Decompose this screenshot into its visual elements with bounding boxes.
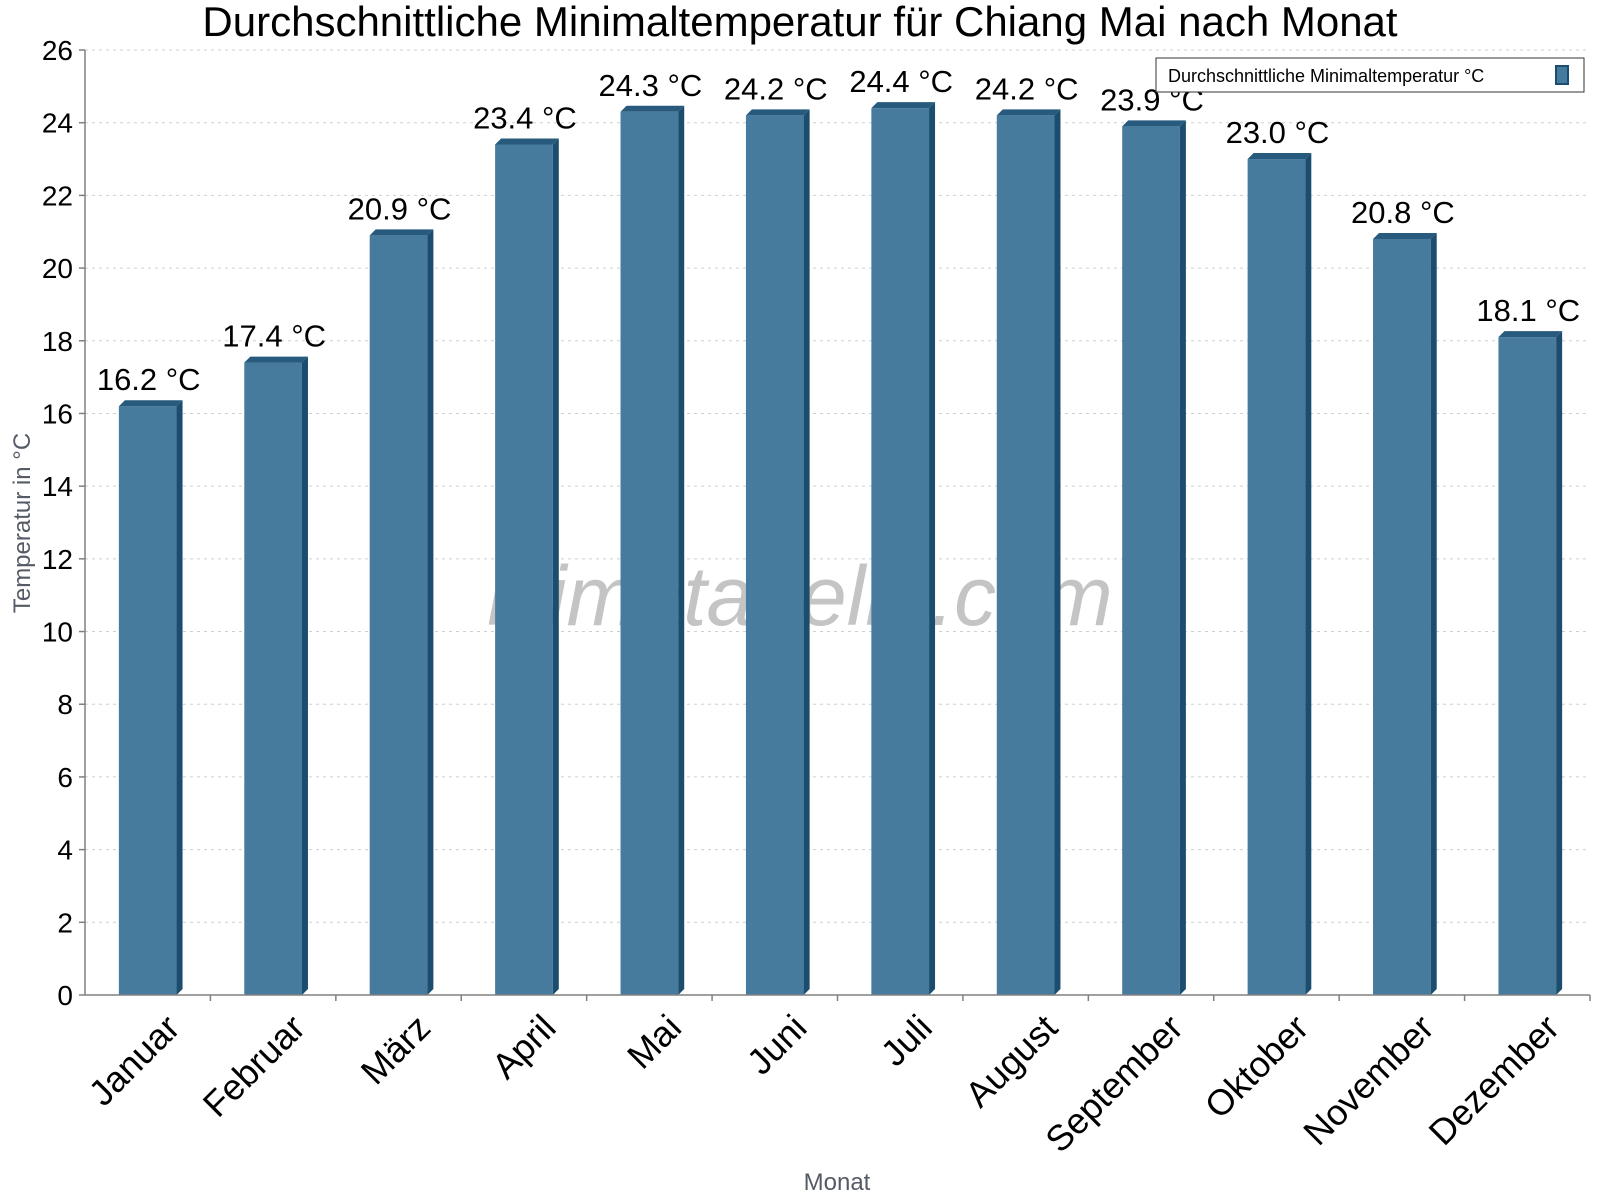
bar-face: [1498, 337, 1557, 995]
bar: [1247, 153, 1312, 996]
bar-side: [1556, 331, 1563, 995]
y-tick-label: 16: [42, 398, 73, 429]
data-label: 17.4 °C: [222, 319, 326, 354]
bar: [495, 138, 559, 995]
x-tick-label: Dezember: [1421, 1007, 1567, 1153]
bar: [745, 109, 810, 995]
bar-side: [803, 109, 810, 995]
bar-face: [620, 111, 679, 996]
bar: [369, 229, 434, 996]
y-tick-label: 8: [57, 689, 73, 720]
bar-top: [118, 400, 183, 407]
y-tick-label: 4: [57, 835, 73, 866]
data-label: 16.2 °C: [97, 362, 201, 397]
y-tick-label: 26: [42, 35, 73, 66]
bar-top: [1498, 331, 1563, 338]
bar: [118, 400, 183, 995]
y-tick-label: 12: [42, 544, 73, 575]
x-tick-label: April: [484, 1007, 564, 1087]
y-tick-label: 2: [57, 907, 73, 938]
bar-side: [552, 138, 559, 995]
y-tick-label: 22: [42, 180, 73, 211]
y-tick-label: 6: [57, 762, 73, 793]
bar-face: [244, 362, 302, 996]
bar-face: [369, 235, 428, 996]
y-tick-label: 10: [42, 617, 73, 648]
data-label: 20.9 °C: [348, 191, 452, 226]
bar-top: [369, 229, 434, 236]
x-axis-label: Monat: [804, 1169, 871, 1196]
x-tick-label: September: [1037, 1007, 1191, 1161]
x-tick-label: Februar: [195, 1007, 313, 1125]
bar-face: [1247, 159, 1306, 996]
bar: [620, 105, 685, 996]
bar-top: [871, 102, 936, 109]
bar: [996, 109, 1061, 995]
bar-top: [996, 109, 1061, 116]
x-tick-label: März: [353, 1007, 439, 1093]
bar: [1122, 120, 1186, 996]
bar: [244, 356, 308, 996]
data-labels: 16.2 °C 17.4 °C 20.9 °C 23.4 °C 24.3 °C 24.2 …: [97, 64, 1580, 397]
legend-swatch: [1555, 65, 1569, 85]
bar-top: [244, 356, 308, 363]
bar-face: [871, 108, 930, 995]
grid-lines: [85, 49, 1590, 923]
bar-top: [620, 105, 685, 112]
y-tick-label: 24: [42, 108, 73, 139]
bar-top: [495, 138, 559, 145]
y-axis-label: Temperatur in °C: [9, 433, 36, 613]
x-axis-ticks: Januar Februar März April Mai Juni Juli AugustS…: [81, 995, 1591, 1161]
bar: [1373, 233, 1437, 995]
legend-label: Durchschnittliche Minimaltemperatur °C: [1168, 66, 1484, 86]
bar-face: [118, 406, 177, 995]
bar-top: [1122, 120, 1186, 127]
bar-side: [176, 400, 183, 995]
bars: [118, 102, 1563, 996]
bar-top: [1247, 153, 1312, 160]
bar-side: [427, 229, 434, 996]
bar-side: [1054, 109, 1061, 995]
data-label: 20.8 °C: [1351, 195, 1455, 230]
bar-side: [1179, 120, 1186, 996]
data-label: 23.4 °C: [473, 101, 577, 136]
x-tick-label: Juni: [739, 1007, 815, 1083]
data-label: 24.3 °C: [599, 68, 703, 103]
bar-side: [1430, 233, 1437, 995]
bar: [871, 102, 936, 995]
bar: [1498, 331, 1563, 995]
bar-face: [996, 115, 1055, 995]
data-label: 18.1 °C: [1476, 293, 1580, 328]
chart-title: Durchschnittliche Minimaltemperatur für …: [202, 0, 1398, 45]
y-tick-label: 0: [57, 980, 73, 1011]
data-label: 23.0 °C: [1226, 115, 1330, 150]
bar-face: [1122, 126, 1180, 996]
y-tick-label: 18: [42, 326, 73, 357]
legend: Durchschnittliche Minimaltemperatur °C: [1155, 57, 1585, 93]
bar-side: [678, 105, 685, 996]
bar-side: [1305, 153, 1312, 996]
x-tick-label: August: [957, 1007, 1065, 1115]
bar-side: [301, 356, 308, 996]
bar-face: [745, 115, 804, 995]
bar-face: [1373, 239, 1431, 995]
bar-face: [495, 144, 553, 995]
bar-side: [929, 102, 936, 995]
legend-box: [1155, 57, 1585, 93]
x-tick-label: Juli: [873, 1007, 940, 1074]
y-tick-label: 20: [42, 253, 73, 284]
bar-top: [1373, 233, 1437, 239]
x-tick-label: Januar: [81, 1007, 188, 1114]
data-label: 24.2 °C: [975, 71, 1079, 106]
y-tick-label: 14: [42, 471, 73, 502]
bar-top: [745, 109, 810, 116]
data-label: 24.2 °C: [724, 71, 828, 106]
data-label: 24.4 °C: [849, 64, 953, 99]
x-tick-label: Mai: [619, 1007, 689, 1077]
x-tick-label: November: [1295, 1007, 1441, 1153]
x-tick-label: Oktober: [1197, 1007, 1317, 1127]
